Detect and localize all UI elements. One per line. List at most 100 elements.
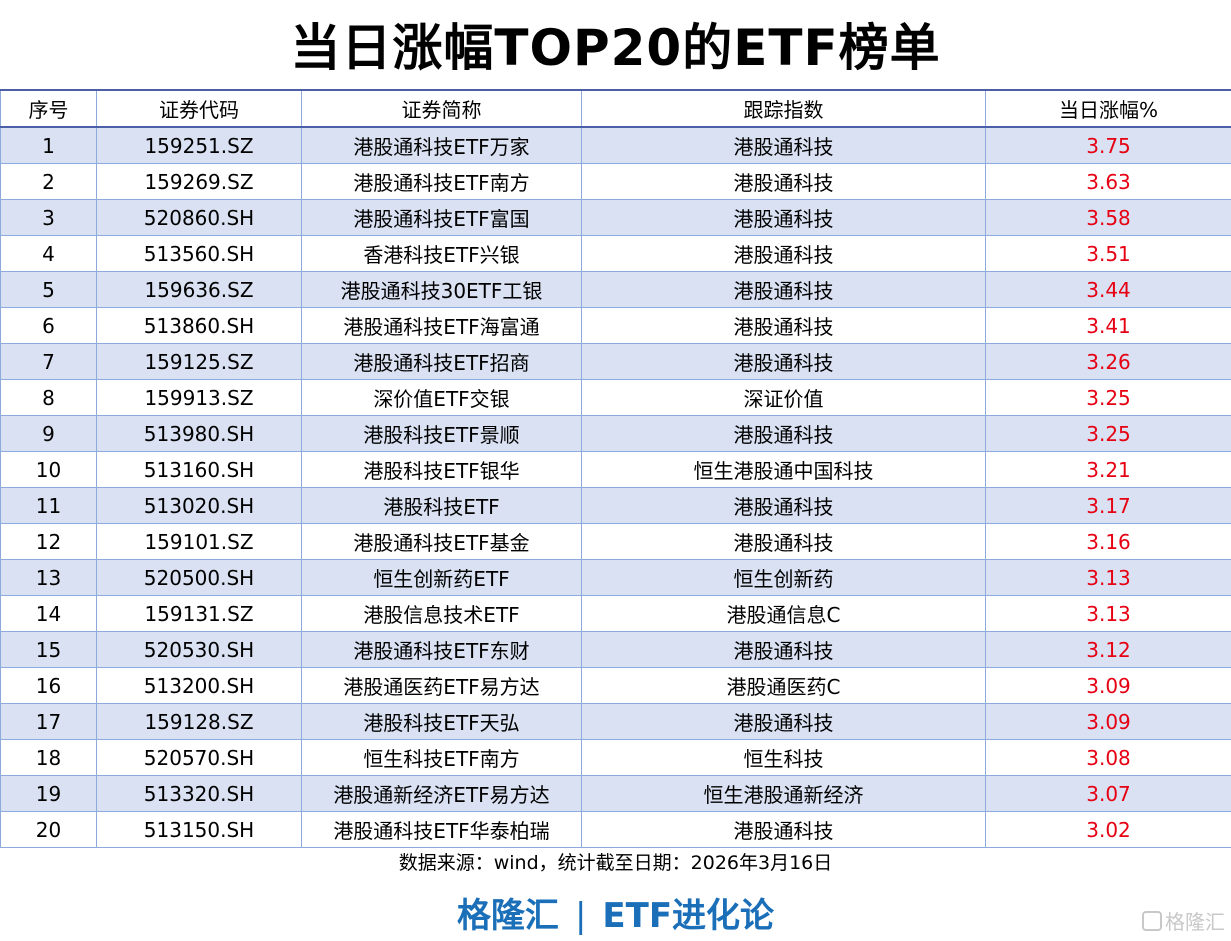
index-cell: 恒生创新药: [581, 559, 986, 596]
rank-cell: 18: [0, 739, 97, 776]
table-row: 18 520570.SH 恒生科技ETF南方 恒生科技 3.08: [0, 739, 1231, 776]
change-cell: 3.25: [985, 415, 1231, 452]
rank-cell: 4: [0, 235, 97, 272]
index-cell: 港股通科技: [581, 487, 986, 524]
rank-cell: 7: [0, 343, 97, 380]
index-cell: 港股通科技: [581, 199, 986, 236]
change-cell: 3.51: [985, 235, 1231, 272]
code-cell: 520530.SH: [96, 631, 302, 668]
table-row: 13 520500.SH 恒生创新药ETF 恒生创新药 3.13: [0, 559, 1231, 596]
table-row: 6 513860.SH 港股通科技ETF海富通 港股通科技 3.41: [0, 307, 1231, 344]
change-cell: 3.08: [985, 739, 1231, 776]
rank-cell: 16: [0, 667, 97, 704]
code-cell: 159101.SZ: [96, 523, 302, 560]
brand-separator: |: [574, 896, 587, 936]
rank-cell: 10: [0, 451, 97, 488]
rank-cell: 20: [0, 811, 97, 848]
change-cell: 3.17: [985, 487, 1231, 524]
name-cell: 港股通科技ETF招商: [301, 343, 582, 380]
code-cell: 513150.SH: [96, 811, 302, 848]
name-cell: 深价值ETF交银: [301, 379, 582, 416]
name-cell: 港股通医药ETF易方达: [301, 667, 582, 704]
brand-name: 格隆汇: [456, 896, 559, 936]
page-title: 当日涨幅TOP20的ETF榜单: [290, 19, 941, 77]
name-cell: 港股科技ETF: [301, 487, 582, 524]
change-cell: 3.25: [985, 379, 1231, 416]
name-cell: 港股通科技ETF海富通: [301, 307, 582, 344]
table-row: 14 159131.SZ 港股信息技术ETF 港股通信息C 3.13: [0, 595, 1231, 632]
code-cell: 159913.SZ: [96, 379, 302, 416]
index-cell: 港股通科技: [581, 307, 986, 344]
rank-cell: 5: [0, 271, 97, 308]
name-cell: 港股信息技术ETF: [301, 595, 582, 632]
name-cell: 港股通科技ETF富国: [301, 199, 582, 236]
code-cell: 520500.SH: [96, 559, 302, 596]
change-cell: 3.44: [985, 271, 1231, 308]
name-cell: 恒生创新药ETF: [301, 559, 582, 596]
name-cell: 港股科技ETF天弘: [301, 703, 582, 740]
rank-cell: 14: [0, 595, 97, 632]
index-cell: 恒生科技: [581, 739, 986, 776]
rank-cell: 8: [0, 379, 97, 416]
index-cell: 港股通科技: [581, 271, 986, 308]
header-name: 证券简称: [301, 89, 582, 128]
index-cell: 港股通科技: [581, 343, 986, 380]
table-row: 19 513320.SH 港股通新经济ETF易方达 恒生港股通新经济 3.07: [0, 775, 1231, 812]
name-cell: 港股通科技30ETF工银: [301, 271, 582, 308]
name-cell: 港股科技ETF景顺: [301, 415, 582, 452]
table-row: 16 513200.SH 港股通医药ETF易方达 港股通医药C 3.09: [0, 667, 1231, 704]
code-cell: 513200.SH: [96, 667, 302, 704]
name-cell: 港股通科技ETF基金: [301, 523, 582, 560]
index-cell: 港股通科技: [581, 631, 986, 668]
data-source-note: 数据来源：wind，统计截至日期：2026年3月16日: [398, 852, 833, 874]
table-row: 17 159128.SZ 港股科技ETF天弘 港股通科技 3.09: [0, 703, 1231, 740]
change-cell: 3.09: [985, 667, 1231, 704]
index-cell: 港股通科技: [581, 163, 986, 200]
change-cell: 3.21: [985, 451, 1231, 488]
code-cell: 520860.SH: [96, 199, 302, 236]
table-row: 5 159636.SZ 港股通科技30ETF工银 港股通科技 3.44: [0, 271, 1231, 308]
rank-cell: 13: [0, 559, 97, 596]
table-row: 4 513560.SH 香港科技ETF兴银 港股通科技 3.51: [0, 235, 1231, 272]
watermark-logo-icon: [1142, 910, 1162, 931]
index-cell: 港股通信息C: [581, 595, 986, 632]
name-cell: 港股通科技ETF东财: [301, 631, 582, 668]
rank-cell: 11: [0, 487, 97, 524]
code-cell: 159636.SZ: [96, 271, 302, 308]
name-cell: 港股通科技ETF华泰柏瑞: [301, 811, 582, 848]
change-cell: 3.26: [985, 343, 1231, 380]
code-cell: 513980.SH: [96, 415, 302, 452]
name-cell: 港股科技ETF银华: [301, 451, 582, 488]
change-cell: 3.02: [985, 811, 1231, 848]
table-row: 11 513020.SH 港股科技ETF 港股通科技 3.17: [0, 487, 1231, 524]
code-cell: 513160.SH: [96, 451, 302, 488]
table-row: 15 520530.SH 港股通科技ETF东财 港股通科技 3.12: [0, 631, 1231, 668]
header-change: 当日涨幅%: [985, 89, 1231, 128]
header-code: 证券代码: [96, 89, 302, 128]
code-cell: 159131.SZ: [96, 595, 302, 632]
brand-column-name: ETF进化论: [602, 896, 775, 936]
table-row: 3 520860.SH 港股通科技ETF富国 港股通科技 3.58: [0, 199, 1231, 236]
table-row: 12 159101.SZ 港股通科技ETF基金 港股通科技 3.16: [0, 523, 1231, 560]
table-row: 7 159125.SZ 港股通科技ETF招商 港股通科技 3.26: [0, 343, 1231, 380]
index-cell: 恒生港股通新经济: [581, 775, 986, 812]
index-cell: 深证价值: [581, 379, 986, 416]
code-cell: 159125.SZ: [96, 343, 302, 380]
code-cell: 159128.SZ: [96, 703, 302, 740]
change-cell: 3.75: [985, 126, 1231, 164]
code-cell: 159269.SZ: [96, 163, 302, 200]
table-row: 2 159269.SZ 港股通科技ETF南方 港股通科技 3.63: [0, 163, 1231, 200]
rank-cell: 15: [0, 631, 97, 668]
table-row: 20 513150.SH 港股通科技ETF华泰柏瑞 港股通科技 3.02: [0, 811, 1231, 848]
index-cell: 恒生港股通中国科技: [581, 451, 986, 488]
code-cell: 513320.SH: [96, 775, 302, 812]
change-cell: 3.63: [985, 163, 1231, 200]
code-cell: 513560.SH: [96, 235, 302, 272]
name-cell: 港股通科技ETF南方: [301, 163, 582, 200]
rank-cell: 9: [0, 415, 97, 452]
change-cell: 3.58: [985, 199, 1231, 236]
table-row: 9 513980.SH 港股科技ETF景顺 港股通科技 3.25: [0, 415, 1231, 452]
name-cell: 港股通新经济ETF易方达: [301, 775, 582, 812]
brand-footer: 格隆汇 | ETF进化论: [0, 888, 1231, 937]
rank-cell: 1: [0, 126, 97, 164]
